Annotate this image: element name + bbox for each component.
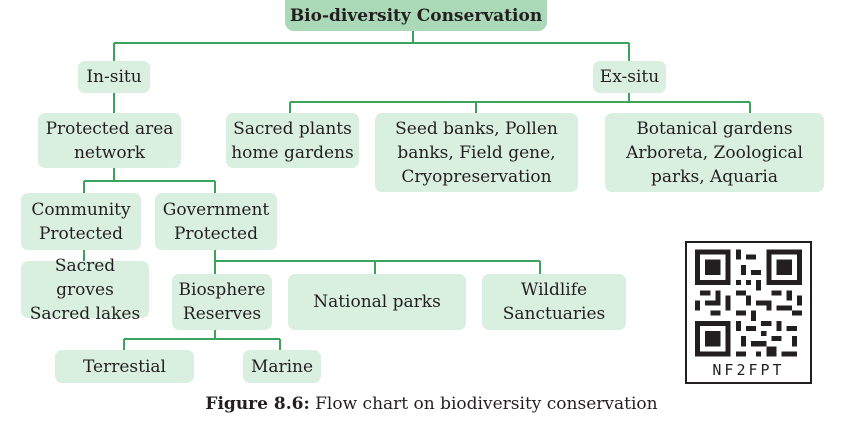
- government-protected-node: Government Protected: [155, 193, 277, 250]
- sacred-plants-node: Sacred plants home gardens: [226, 113, 359, 168]
- wildlife-sanctuaries-node: Wildlife Sanctuaries: [482, 274, 626, 330]
- in-situ-node: In-situ: [78, 61, 150, 93]
- qr-code-icon: [695, 249, 802, 357]
- biosphere-reserves-node: Biosphere Reserves: [172, 274, 272, 330]
- seed-banks-node: Seed banks, Pollen banks, Field gene, Cr…: [375, 113, 578, 192]
- figure-caption-label: Figure 8.6:: [205, 394, 310, 414]
- qr-code-panel: NF2FPT: [685, 241, 812, 384]
- marine-node: Marine: [243, 350, 321, 383]
- sacred-groves-node: Sacred groves Sacred lakes: [21, 256, 149, 324]
- ex-situ-node: Ex-situ: [593, 61, 666, 93]
- root-node: Bio-diversity Conservation: [285, 0, 547, 31]
- terrestrial-node: Terrestial: [55, 350, 194, 383]
- figure-caption: Figure 8.6: Flow chart on biodiversity c…: [0, 392, 863, 416]
- protected-area-node: Protected area network: [38, 113, 181, 168]
- community-protected-node: Community Protected: [21, 193, 141, 250]
- figure-caption-text: Flow chart on biodiversity conservation: [309, 394, 658, 414]
- botanical-gardens-node: Botanical gardens Arboreta, Zoological p…: [605, 113, 824, 192]
- qr-code-label: NF2FPT: [712, 361, 785, 379]
- national-parks-node: National parks: [288, 274, 466, 330]
